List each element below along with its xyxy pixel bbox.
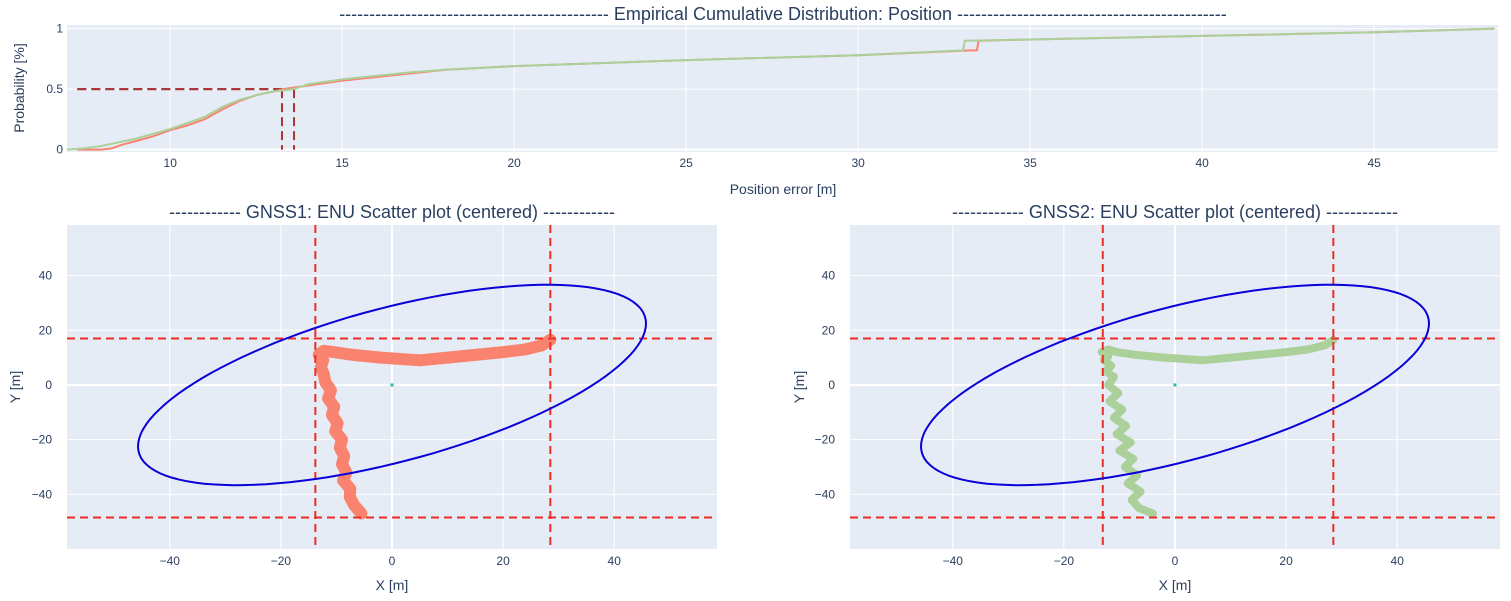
ecdf-chart: 10 15 20 25 30 35 40 45 00.51 -----------------… — [11, 4, 1498, 197]
gnss2-y-ticks: −40 −20 0 20 40 — [815, 269, 836, 502]
ecdf-plot-area — [67, 25, 1498, 152]
gnss2-y-tick-label: 20 — [822, 323, 836, 337]
ecdf-gridlines — [67, 25, 1498, 152]
gnss1-trajectory — [312, 333, 557, 520]
ecdf-x-tick-label: 30 — [851, 156, 865, 170]
gnss1-x-tick-label: −20 — [271, 554, 292, 568]
gnss2-center-marker — [1173, 383, 1177, 387]
ecdf-y-ticks: 00.51 — [46, 22, 63, 157]
gnss2-x-tick-label: −40 — [943, 554, 964, 568]
gnss1-x-tick-label: 20 — [496, 554, 510, 568]
gnss1-y-tick-label: 0 — [45, 378, 52, 392]
ecdf-x-tick-label: 15 — [336, 156, 350, 170]
gnss2-y-tick-label: −20 — [815, 433, 836, 447]
gnss1-y-axis-title: Y [m] — [7, 371, 23, 403]
gnss2-y-tick-label: −40 — [815, 487, 836, 501]
ecdf-x-tick-label: 25 — [680, 156, 694, 170]
gnss2-gridlines — [850, 225, 1500, 549]
ecdf-median-markers — [77, 88, 296, 150]
ecdf-x-tick-label: 20 — [508, 156, 522, 170]
ecdf-x-ticks: 10 15 20 25 30 35 40 45 — [164, 156, 1382, 170]
gnss2-x-tick-label: 40 — [1391, 554, 1405, 568]
gnss2-title: ------------ GNSS2: ENU Scatter plot (ce… — [952, 202, 1398, 222]
gnss1-scatter-chart: −40 −20 0 20 40 −40 −20 0 20 40 ------------ GNS… — [7, 202, 717, 593]
gnss1-x-axis-title: X [m] — [376, 577, 409, 593]
gnss2-y-tick-label: 0 — [828, 378, 835, 392]
gnss1-y-tick-label: 40 — [39, 269, 53, 283]
gnss2-confidence-ellipse — [919, 283, 1431, 487]
gnss2-x-tick-label: −20 — [1054, 554, 1075, 568]
ecdf-x-tick-label: 45 — [1367, 156, 1381, 170]
ecdf-x-axis-title: Position error [m] — [730, 181, 837, 197]
gnss2-x-tick-label: 20 — [1279, 554, 1293, 568]
gnss2-data — [850, 225, 1500, 549]
ecdf-x-tick-label: 35 — [1023, 156, 1037, 170]
gnss2-x-axis-title: X [m] — [1159, 577, 1192, 593]
gnss1-data — [67, 225, 717, 549]
gnss1-y-tick-label: −40 — [32, 487, 53, 501]
gnss1-center-marker — [390, 383, 394, 387]
ecdf-x-tick-label: 10 — [164, 156, 178, 170]
ecdf-y-tick-label: 0 — [56, 143, 63, 157]
gnss2-y-tick-label: 40 — [822, 269, 836, 283]
ecdf-title: ----------------------------------------… — [339, 4, 1227, 24]
gnss1-y-tick-label: −20 — [32, 433, 53, 447]
ecdf-series-gnss2-line — [66, 27, 1495, 151]
gnss2-y-axis-title: Y [m] — [791, 371, 807, 403]
gnss1-confidence-ellipse — [136, 283, 648, 487]
ecdf-y-axis-title: Probability [%] — [11, 43, 27, 132]
gnss1-gridlines — [67, 225, 717, 549]
ecdf-series-gnss1-line — [77, 27, 1495, 151]
gnss1-x-tick-label: 0 — [389, 554, 396, 568]
gnss1-title: ------------ GNSS1: ENU Scatter plot (ce… — [169, 202, 615, 222]
ecdf-y-tick-label: 0.5 — [46, 82, 63, 96]
gnss1-x-ticks: −40 −20 0 20 40 — [160, 554, 622, 568]
gnss1-x-tick-label: −40 — [160, 554, 181, 568]
gnss1-x-tick-label: 40 — [608, 554, 622, 568]
gnss1-y-ticks: −40 −20 0 20 40 — [32, 269, 53, 502]
gnss2-x-tick-label: 0 — [1172, 554, 1179, 568]
gnss2-scatter-chart: −40 −20 0 20 40 −40 −20 0 20 40 ------------ GNS… — [791, 202, 1500, 593]
gnss2-x-ticks: −40 −20 0 20 40 — [943, 554, 1405, 568]
ecdf-y-tick-label: 1 — [56, 22, 63, 36]
ecdf-x-tick-label: 40 — [1195, 156, 1209, 170]
gnss2-trajectory — [1097, 335, 1338, 518]
gnss1-y-tick-label: 20 — [39, 323, 53, 337]
ecdf-series — [66, 27, 1495, 151]
